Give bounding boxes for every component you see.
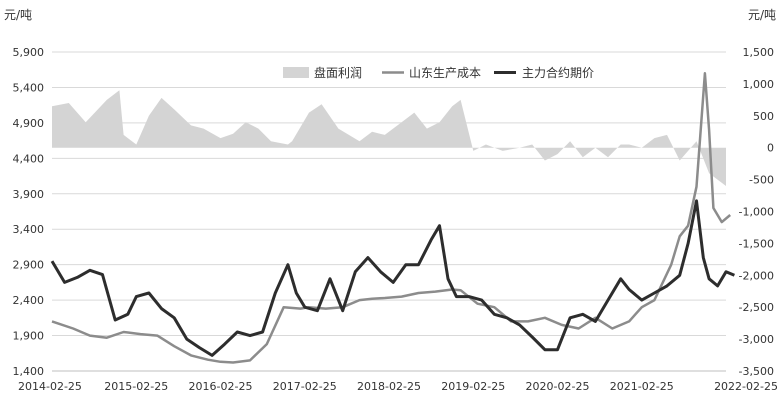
left-tick-label: 2,400 bbox=[13, 294, 45, 307]
x-tick-label: 2019-02-25 bbox=[441, 380, 505, 393]
legend-cost-label: 山东生产成本 bbox=[409, 66, 481, 80]
right-tick-label: 0 bbox=[767, 142, 774, 155]
x-tick-label: 2018-02-25 bbox=[357, 380, 421, 393]
x-axis-ticks: 2014-02-25 2015-02-25 2016-02-25 2017-02-25… bbox=[18, 380, 778, 393]
x-tick-label: 2020-02-25 bbox=[526, 380, 590, 393]
x-tick-label: 2022-02-25 bbox=[714, 380, 778, 393]
left-tick-label: 4,400 bbox=[13, 152, 45, 165]
left-tick-label: 1,900 bbox=[13, 330, 45, 343]
right-tick-label: -1,500 bbox=[739, 237, 774, 250]
production-cost-line bbox=[51, 72, 732, 364]
profit-area bbox=[52, 90, 726, 186]
legend-swatch-profit bbox=[283, 67, 309, 78]
legend: 盘面利润 山东生产成本 主力合约期价 bbox=[283, 65, 594, 80]
x-tick-label: 2021-02-25 bbox=[610, 380, 674, 393]
price-lines-layer bbox=[50, 72, 735, 364]
profit-area-layer bbox=[52, 90, 726, 186]
right-tick-label: 1,500 bbox=[743, 46, 775, 59]
right-tick-label: -3,000 bbox=[739, 333, 774, 346]
right-axis-ticks: 1,500 1,000 500 0 -500 -1,000 -1,500 -2,000 -2,5… bbox=[739, 46, 774, 378]
left-tick-label: 4,900 bbox=[13, 117, 45, 130]
right-tick-label: -3,500 bbox=[739, 365, 774, 378]
right-tick-label: 1,000 bbox=[743, 78, 775, 91]
left-axis-ticks: 5,900 5,400 4,900 4,400 3,900 3,400 2,900 2,400… bbox=[13, 46, 45, 378]
left-tick-label: 2,900 bbox=[13, 259, 45, 272]
x-tick-label: 2014-02-25 bbox=[18, 380, 82, 393]
right-tick-label: -1,000 bbox=[739, 206, 774, 219]
left-tick-label: 3,900 bbox=[13, 188, 45, 201]
gridlines bbox=[52, 51, 726, 337]
futures-price-line bbox=[50, 199, 735, 357]
x-tick-label: 2015-02-25 bbox=[104, 380, 168, 393]
left-tick-label: 3,400 bbox=[13, 223, 45, 236]
legend-profit-label: 盘面利润 bbox=[314, 65, 362, 80]
right-tick-label: -2,000 bbox=[739, 269, 774, 282]
left-tick-label: 1,400 bbox=[13, 365, 45, 378]
x-tick-label: 2017-02-25 bbox=[273, 380, 337, 393]
legend-price-label: 主力合约期价 bbox=[522, 65, 594, 80]
left-tick-label: 5,400 bbox=[13, 81, 45, 94]
left-tick-label: 5,900 bbox=[13, 46, 45, 59]
x-tick-label: 2016-02-25 bbox=[189, 380, 253, 393]
right-axis-unit: 元/吨 bbox=[748, 8, 776, 22]
right-tick-label: 500 bbox=[753, 110, 774, 123]
right-tick-label: -2,500 bbox=[739, 301, 774, 314]
right-tick-label: -500 bbox=[749, 174, 774, 187]
left-axis-unit: 元/吨 bbox=[4, 8, 32, 22]
